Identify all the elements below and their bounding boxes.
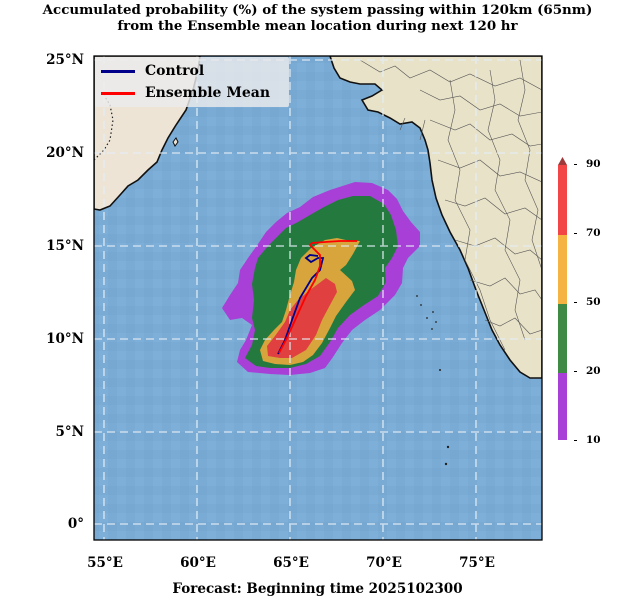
ensemble-mean-track (278, 240, 357, 354)
gridlines (94, 56, 542, 540)
x-tick-55e: 55°E (87, 555, 123, 571)
colorbar-tick: 70 (574, 227, 601, 239)
y-tick-5n: 5°N (55, 424, 84, 440)
title-line-2: from the Ensemble mean location during n… (117, 18, 518, 34)
y-tick-10n: 10°N (46, 331, 84, 347)
district-borders (359, 59, 542, 351)
legend-item-control: Control (101, 62, 204, 80)
y-tick-0: 0° (67, 516, 84, 532)
title-line-1: Accumulated probability (%) of the syste… (42, 2, 593, 18)
x-tick-60e: 60°E (180, 555, 216, 571)
colorbar-tick: 90 (574, 158, 601, 170)
map-frame (93, 55, 543, 541)
x-tick-70e: 70°E (366, 555, 402, 571)
colorbar-tick: 20 (574, 365, 601, 377)
islands (416, 295, 450, 466)
ensemble-line-swatch-icon (101, 91, 135, 95)
legend-label: Ensemble Mean (145, 85, 270, 101)
x-axis-label: Forecast: Beginning time 2025102300 (172, 581, 463, 597)
control-line-swatch-icon (101, 69, 135, 73)
colorbar (558, 157, 567, 440)
colorbar-tick: 10 (574, 434, 601, 446)
chart-title: Accumulated probability (%) of the syste… (0, 2, 635, 34)
legend: Control Ensemble Mean (95, 57, 289, 107)
x-tick-65e: 65°E (273, 555, 309, 571)
x-tick-75e: 75°E (459, 555, 495, 571)
legend-label: Control (145, 63, 205, 79)
contour-70-90 (267, 278, 337, 358)
legend-item-ensemble-mean: Ensemble Mean (101, 84, 270, 102)
land-india (329, 56, 542, 379)
y-tick-25n: 25°N (46, 52, 84, 68)
y-tick-20n: 20°N (46, 145, 84, 161)
control-track (277, 254, 325, 355)
y-tick-15n: 15°N (46, 238, 84, 254)
colorbar-tick: 50 (574, 296, 601, 308)
